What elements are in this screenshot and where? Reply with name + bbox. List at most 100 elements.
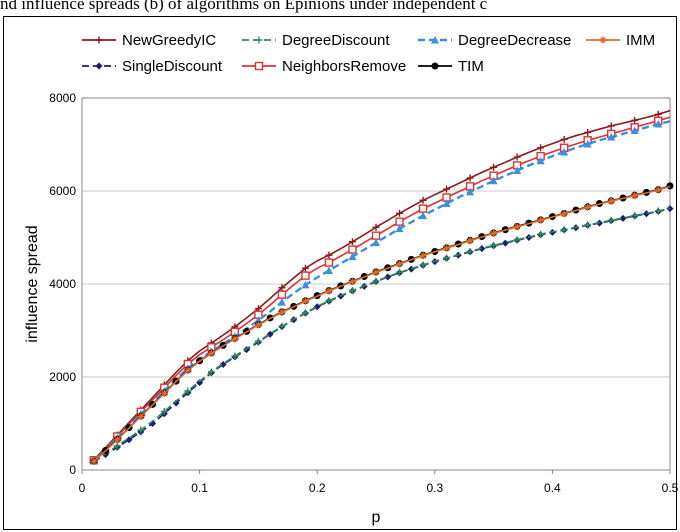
y-tick-label: 6000	[49, 184, 76, 198]
data-point	[407, 265, 415, 273]
legend-marker	[95, 36, 103, 44]
data-point	[254, 321, 262, 329]
data-point	[466, 187, 475, 196]
series-SingleDiscount	[90, 205, 674, 466]
data-point	[396, 268, 404, 276]
figure-caption: nd influence spreads (b) of algorithms o…	[0, 0, 488, 13]
data-point	[348, 278, 356, 286]
series-NeighborsRemove	[89, 116, 671, 465]
data-point	[536, 156, 545, 165]
data-point	[396, 209, 404, 217]
data-point	[219, 360, 227, 368]
legend-marker	[254, 61, 264, 71]
legend-item: NeighborsRemove	[242, 58, 406, 75]
y-tick-label: 2000	[49, 370, 76, 384]
y-axis-label: influence spread	[24, 225, 41, 342]
data-point	[137, 426, 145, 434]
data-point	[207, 349, 215, 357]
data-point	[666, 182, 674, 190]
legend-item: DegreeDiscount	[242, 32, 390, 49]
data-point	[384, 273, 392, 281]
data-point	[654, 120, 663, 128]
data-point	[607, 216, 615, 224]
data-point	[489, 176, 498, 185]
data-point	[113, 436, 121, 444]
data-point	[325, 251, 333, 259]
series-line	[93, 185, 671, 462]
data-point	[371, 231, 381, 240]
x-tick-label: 0.2	[309, 481, 326, 495]
data-point	[301, 297, 309, 305]
data-point	[348, 287, 356, 295]
data-point	[231, 352, 239, 360]
x-tick-label: 0	[79, 481, 86, 495]
data-point	[607, 197, 615, 205]
data-point	[654, 207, 662, 215]
data-point	[513, 223, 521, 231]
data-point	[301, 271, 310, 280]
data-point	[395, 217, 404, 226]
legend-label: IMM	[626, 32, 655, 49]
data-point	[172, 399, 180, 407]
data-point	[395, 224, 404, 233]
data-point	[348, 252, 357, 261]
data-point	[324, 266, 333, 275]
data-point	[466, 237, 474, 245]
data-point	[419, 261, 427, 269]
data-point	[278, 308, 286, 316]
y-tick-label: 0	[69, 463, 76, 477]
chart-frame	[3, 16, 677, 530]
data-point	[478, 245, 486, 253]
data-point	[631, 116, 639, 124]
data-point	[372, 268, 380, 276]
data-point	[372, 238, 380, 247]
data-point	[560, 135, 568, 143]
legend: NewGreedyIC SingleDiscount DegreeDiscount N…	[82, 32, 655, 75]
data-point	[301, 280, 310, 289]
series-line	[93, 207, 671, 463]
legend-item: TIM	[418, 58, 484, 75]
x-tick-label: 0.1	[191, 481, 208, 495]
data-point	[607, 122, 615, 130]
data-point	[537, 216, 545, 224]
data-point	[513, 236, 521, 244]
series-IMM	[90, 185, 671, 465]
legend-label: DegreeDecrease	[458, 32, 571, 49]
series-line	[93, 109, 671, 461]
data-point	[277, 298, 286, 306]
data-point	[584, 203, 592, 211]
data-point	[160, 389, 168, 397]
data-point	[324, 258, 334, 267]
series-line	[93, 116, 671, 461]
series-line	[93, 207, 671, 462]
data-point	[372, 277, 380, 285]
data-point	[313, 303, 321, 311]
legend-label: NewGreedyIC	[122, 32, 216, 49]
data-point	[325, 287, 333, 295]
data-point	[443, 254, 451, 262]
data-point	[184, 387, 192, 395]
data-point	[583, 140, 592, 148]
legend-label: TIM	[458, 58, 484, 75]
legend-label: DegreeDiscount	[282, 32, 390, 49]
legend-marker	[431, 36, 439, 44]
legend-marker	[95, 62, 103, 70]
data-point	[396, 260, 404, 268]
legend-label: SingleDiscount	[122, 58, 223, 75]
data-point	[443, 185, 451, 193]
data-point	[584, 221, 592, 229]
data-point	[325, 297, 333, 305]
data-point	[466, 247, 474, 255]
data-point	[619, 214, 627, 222]
data-point	[90, 457, 98, 465]
data-point	[113, 442, 121, 450]
data-point	[278, 322, 286, 330]
data-point	[348, 245, 357, 254]
data-point	[631, 212, 639, 220]
x-tick-label: 0.5	[662, 481, 679, 495]
data-point	[560, 210, 568, 218]
data-point	[642, 210, 650, 218]
data-point	[584, 128, 592, 136]
x-tick-label: 0.3	[426, 481, 443, 495]
